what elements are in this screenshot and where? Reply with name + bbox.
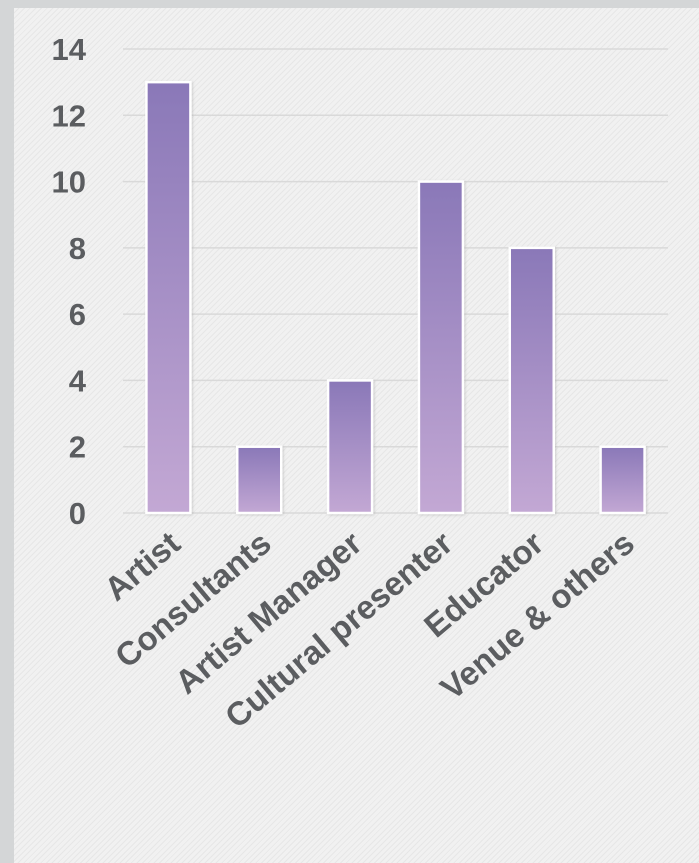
gridlines bbox=[123, 48, 668, 514]
bar bbox=[145, 80, 192, 515]
y-tick-label: 0 bbox=[69, 496, 86, 531]
y-tick-label: 4 bbox=[69, 363, 87, 398]
y-tick-label: 6 bbox=[69, 297, 86, 332]
bar bbox=[236, 445, 283, 515]
y-tick-label: 8 bbox=[69, 231, 86, 266]
bar bbox=[417, 180, 465, 515]
bar bbox=[508, 246, 555, 515]
y-tick-label: 14 bbox=[52, 32, 87, 67]
y-tick-label: 12 bbox=[52, 98, 86, 133]
bar bbox=[326, 379, 374, 515]
y-tick-label: 10 bbox=[52, 165, 86, 200]
bar bbox=[599, 445, 646, 515]
y-axis-tick-labels: 0 2 4 6 8 10 12 14 bbox=[52, 32, 87, 531]
bars bbox=[145, 80, 646, 515]
y-tick-label: 2 bbox=[69, 430, 86, 465]
